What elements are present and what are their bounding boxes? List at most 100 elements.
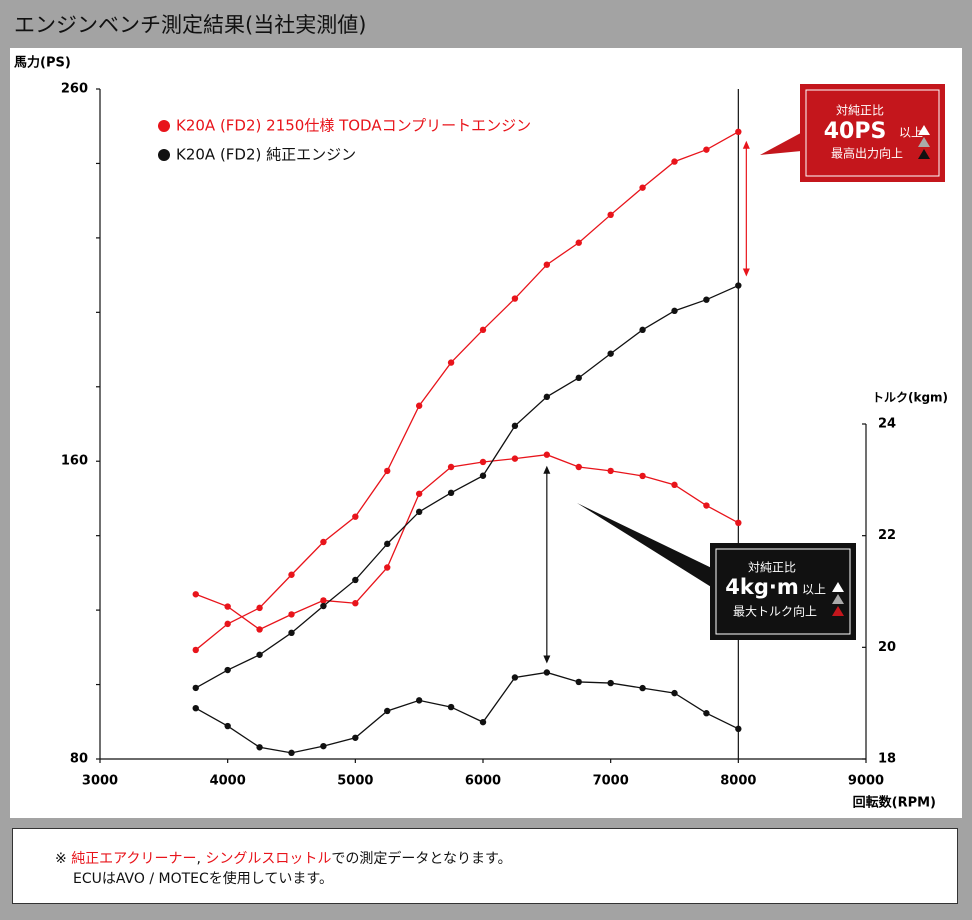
callout-value: 4kg·m (725, 575, 798, 599)
data-point (447, 489, 455, 497)
callout-pointer (577, 503, 720, 590)
data-point (575, 374, 582, 382)
data-point (703, 146, 710, 153)
y2-axis-label: トルク(kgm) (872, 391, 948, 405)
data-point (288, 749, 295, 757)
data-point (511, 422, 519, 430)
data-point (288, 611, 295, 618)
torque-callout: 対純正比 4kg·m 以上 最大トルク向上 (577, 503, 856, 640)
icon (832, 594, 844, 604)
arrow-head (543, 655, 551, 664)
data-point (671, 689, 678, 697)
data-point (671, 481, 678, 489)
x-tick-label: 5000 (337, 774, 373, 789)
note-highlight: シングルスロットル (205, 851, 332, 867)
y2-tick-label: 22 (878, 528, 896, 543)
data-point (639, 326, 646, 334)
callout-caption: 最高出力向上 (831, 146, 903, 161)
callout-caption: 最大トルク向上 (733, 604, 817, 619)
data-point (479, 472, 487, 479)
y2-tick-label: 24 (878, 417, 896, 432)
x-tick-label: 4000 (210, 774, 246, 789)
x-tick-label: 9000 (848, 774, 884, 789)
data-point (256, 626, 263, 633)
note-text: ECUはAVO / MOTECを使用しています。 (73, 871, 333, 887)
data-point (575, 463, 582, 471)
data-point (447, 359, 455, 366)
data-point (607, 467, 614, 475)
legend: K20A (FD2) 2150仕様 TODAコンプリートエンジン K20A (F… (158, 117, 531, 164)
data-point (415, 508, 423, 516)
data-point (352, 576, 359, 584)
data-point (192, 591, 199, 598)
data-point (320, 597, 327, 604)
data-point (415, 490, 423, 497)
data-point (735, 282, 742, 289)
data-point (415, 697, 423, 704)
callout-title: 対純正比 (748, 561, 796, 575)
data-point (224, 620, 231, 628)
y-axis-label: 馬力(PS) (14, 55, 71, 71)
data-point (288, 571, 295, 578)
data-point (224, 722, 231, 730)
y-tick-label: 260 (61, 82, 88, 97)
footnote: ※ 純正エアクリーナー, シングルスロットルでの測定データとなります。 ECUは… (12, 828, 958, 904)
callout-value: 40PS (824, 119, 887, 144)
data-point (479, 458, 487, 466)
note-text: , (196, 851, 206, 867)
data-point (639, 472, 646, 480)
legend-label: K20A (FD2) 純正エンジン (176, 146, 356, 164)
callout-suffix: 以上 (802, 583, 826, 597)
note-text: ※ (55, 851, 72, 867)
power-callout: 対純正比 40PS 以上 最高出力向上 (760, 84, 945, 182)
data-point (735, 128, 742, 136)
y2-tick-label: 20 (878, 640, 896, 655)
data-point (511, 674, 519, 681)
data-point (575, 239, 582, 246)
callout-title: 対純正比 (836, 104, 884, 118)
data-point (384, 540, 391, 548)
data-point (320, 602, 327, 610)
data-point (224, 603, 231, 610)
icon (832, 606, 844, 616)
data-point (384, 707, 391, 715)
x-tick-label: 3000 (82, 774, 118, 789)
icon (918, 137, 930, 147)
data-point (352, 734, 359, 741)
data-point (447, 463, 455, 471)
data-point (639, 684, 646, 692)
data-point (703, 710, 710, 717)
data-point (320, 742, 327, 750)
series-line (195, 284, 739, 689)
data-point (479, 326, 487, 334)
x-tick-label: 6000 (465, 774, 501, 789)
data-point (415, 402, 423, 409)
data-point (288, 629, 295, 637)
data-point (543, 393, 551, 401)
data-point (384, 467, 391, 475)
note-line: ※ 純正エアクリーナー, シングルスロットルでの測定データとなります。 (55, 849, 957, 869)
callout-box (710, 543, 856, 640)
data-point (192, 646, 199, 654)
data-point (352, 600, 359, 607)
series-line (195, 131, 739, 651)
data-point (447, 703, 455, 711)
data-point (511, 295, 519, 302)
data-point (671, 307, 678, 315)
data-point (575, 678, 582, 686)
data-point (703, 296, 710, 303)
series-line (195, 454, 739, 631)
arrow-head (742, 268, 750, 277)
data-point (224, 666, 231, 674)
data-point (479, 718, 487, 726)
chart-title: エンジンベンチ測定結果(当社実測値) (14, 13, 366, 37)
data-point (256, 744, 263, 751)
data-point (639, 184, 646, 191)
data-point (543, 669, 551, 676)
y2-tick-label: 18 (878, 752, 896, 767)
note-text: での測定データとなります。 (331, 851, 512, 867)
icon (918, 149, 930, 159)
data-point (735, 519, 742, 527)
x-axis-label: 回転数(RPM) (853, 795, 936, 811)
data-point (607, 211, 614, 219)
